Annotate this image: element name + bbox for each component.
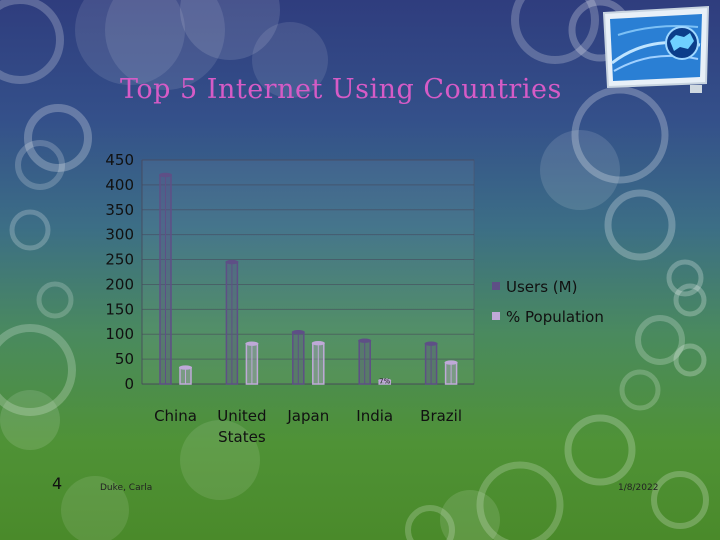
footer-date: 1/8/2022 bbox=[618, 483, 659, 493]
bar-top bbox=[225, 259, 239, 265]
background-ring bbox=[571, 86, 669, 184]
y-tick-label: 350 bbox=[105, 201, 134, 219]
bar-top bbox=[159, 172, 172, 178]
x-tick-label: India bbox=[356, 407, 393, 425]
slide-title: Top 5 Internet Using Countries bbox=[120, 74, 562, 105]
background-ring bbox=[75, 0, 185, 85]
x-tick-label: United States bbox=[217, 407, 266, 446]
bar bbox=[159, 172, 172, 385]
background-ring bbox=[15, 140, 65, 190]
y-tick-label: 100 bbox=[105, 325, 134, 343]
bar bbox=[225, 259, 239, 385]
background-ring bbox=[604, 189, 676, 261]
background-ring bbox=[564, 414, 636, 486]
y-tick-label: 450 bbox=[105, 151, 134, 169]
legend-swatch bbox=[492, 312, 500, 320]
background-ring bbox=[9, 209, 51, 251]
background-ring bbox=[666, 259, 704, 297]
background-ring bbox=[105, 0, 225, 90]
bar-top bbox=[179, 365, 192, 370]
bar bbox=[311, 340, 325, 385]
bar bbox=[291, 330, 305, 385]
y-tick-label: 200 bbox=[105, 275, 134, 293]
x-tick-label: Brazil bbox=[420, 407, 462, 425]
bar bbox=[444, 360, 458, 385]
bar-top bbox=[291, 330, 305, 335]
globe-network-icon bbox=[600, 5, 712, 99]
bar bbox=[424, 341, 438, 385]
plot-area bbox=[141, 159, 475, 385]
bar bbox=[245, 341, 259, 385]
x-tick-label: China bbox=[154, 407, 197, 425]
bar-top bbox=[424, 341, 438, 346]
x-tick-label: Japan bbox=[286, 407, 329, 425]
bar-top bbox=[245, 341, 259, 346]
background-ring bbox=[511, 0, 599, 64]
background-ring bbox=[0, 0, 64, 84]
background-ring bbox=[0, 324, 76, 416]
background-ring bbox=[476, 461, 564, 540]
legend-label: Users (M) bbox=[506, 278, 577, 296]
bar-top bbox=[311, 340, 325, 346]
footer-author: Duke, Carla bbox=[100, 483, 153, 493]
background-ring bbox=[61, 476, 129, 540]
background-ring bbox=[440, 490, 500, 540]
y-tick-label: 250 bbox=[105, 251, 134, 269]
y-tick-label: 300 bbox=[105, 226, 134, 244]
background-ring bbox=[180, 420, 260, 500]
y-tick-label: 0 bbox=[124, 375, 134, 393]
background-ring bbox=[405, 505, 455, 540]
slide-number: 4 bbox=[52, 474, 63, 493]
background-ring bbox=[0, 390, 60, 450]
legend-swatch bbox=[492, 282, 500, 290]
background-ring bbox=[673, 283, 707, 317]
legend-label: % Population bbox=[506, 308, 604, 326]
background-ring bbox=[651, 471, 709, 529]
data-label: 7% bbox=[379, 378, 390, 386]
background-ring bbox=[635, 315, 685, 365]
bar bbox=[179, 365, 192, 385]
background-ring bbox=[540, 130, 620, 210]
background-ring bbox=[252, 22, 328, 98]
bar-top bbox=[378, 378, 392, 383]
background-ring bbox=[36, 281, 74, 319]
bar-top bbox=[358, 338, 372, 343]
bar bbox=[378, 378, 392, 385]
bar-top bbox=[444, 360, 458, 365]
y-tick-label: 150 bbox=[105, 300, 134, 318]
y-tick-label: 50 bbox=[115, 350, 134, 368]
y-tick-label: 400 bbox=[105, 176, 134, 194]
bar bbox=[358, 338, 372, 385]
background-ring bbox=[673, 343, 707, 377]
background-ring bbox=[24, 104, 92, 172]
background-ring bbox=[619, 369, 661, 411]
background-ring bbox=[180, 0, 280, 60]
